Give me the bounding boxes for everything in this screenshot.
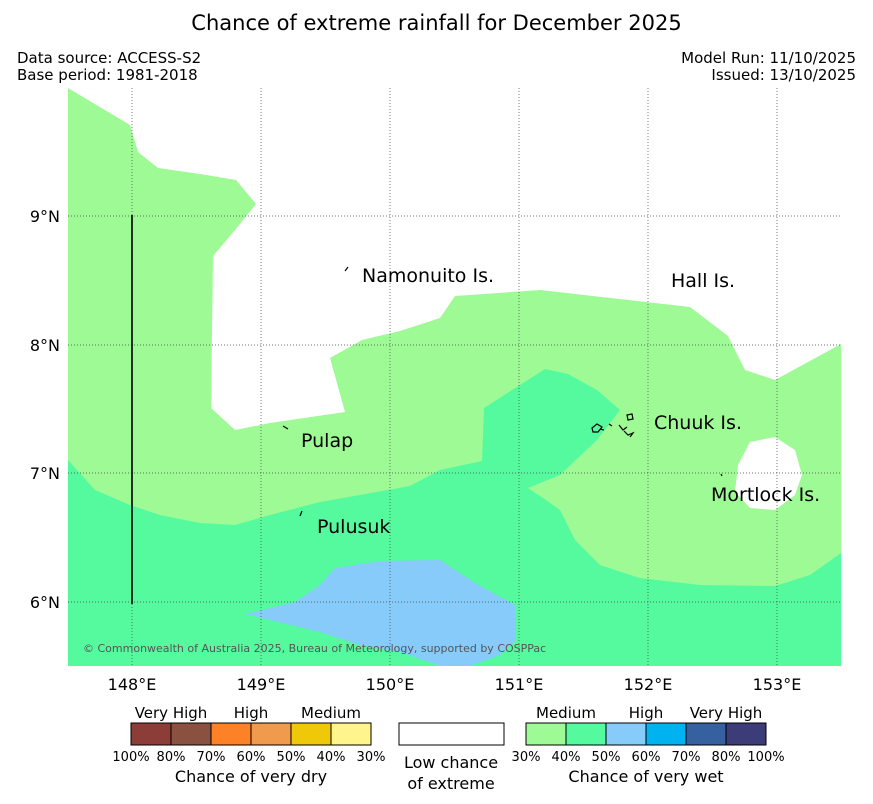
label-chuuk: Chuuk Is. <box>654 412 742 434</box>
dry-pct: 60% <box>237 750 266 765</box>
legend-dry: Very High High Medium 100% 80% 70% 60% 5… <box>112 704 385 786</box>
wet-swatch-3 <box>605 722 647 746</box>
island-chuuk <box>591 413 635 438</box>
lat-tick: 9°N <box>30 207 60 226</box>
island-mortlock <box>720 473 723 477</box>
islands <box>282 266 723 517</box>
meta-left: Data source: ACCESS-S2 Base period: 1981… <box>17 50 201 84</box>
wet-pct: 70% <box>672 750 701 765</box>
dry-category-high: High <box>234 704 268 722</box>
wet-swatch-1 <box>525 722 567 746</box>
legend-wet: Medium High Very High 30% 40% 50% 60% 70… <box>512 704 785 786</box>
wet-pct: 80% <box>712 750 741 765</box>
label-pulap: Pulap <box>301 430 353 452</box>
wet-pct: 30% <box>512 750 541 765</box>
wet-swatch-4 <box>645 722 687 746</box>
wet-pct: 50% <box>592 750 621 765</box>
wet-caption: Chance of very wet <box>568 767 723 786</box>
place-labels: Namonuito Is. Hall Is. Pulap Chuuk Is. M… <box>301 265 820 538</box>
dry-swatch-5 <box>290 722 332 746</box>
wet-pct: 100% <box>747 750 784 765</box>
dry-swatch-3 <box>210 722 252 746</box>
region-wet-50-60 <box>245 560 516 666</box>
wet-pct: 60% <box>632 750 661 765</box>
dry-pct: 70% <box>197 750 226 765</box>
map-plot-area <box>68 88 841 666</box>
lon-tick: 150°E <box>366 675 415 694</box>
lat-tick: 6°N <box>30 593 60 612</box>
map-title: Chance of extreme rainfall for December … <box>191 11 682 35</box>
lon-tick: 148°E <box>108 675 157 694</box>
longitude-ticks: 148°E 149°E 150°E 151°E 152°E 153°E <box>108 675 802 694</box>
wet-pct: 40% <box>552 750 581 765</box>
dry-pct: 30% <box>357 750 386 765</box>
lon-tick: 153°E <box>753 675 802 694</box>
dry-swatch-4 <box>250 722 292 746</box>
dry-pct: 100% <box>112 750 149 765</box>
latitude-ticks: 9°N 8°N 7°N 6°N <box>30 207 60 612</box>
issued-date: Issued: 13/10/2025 <box>711 66 856 84</box>
label-mortlock: Mortlock Is. <box>711 484 820 506</box>
lon-tick: 149°E <box>237 675 286 694</box>
dry-swatch-6 <box>330 722 372 746</box>
lat-tick: 7°N <box>30 464 60 483</box>
label-namonuito: Namonuito Is. <box>362 265 494 287</box>
dry-pct: 50% <box>277 750 306 765</box>
data-source: Data source: ACCESS-S2 <box>17 49 202 67</box>
dry-caption: Chance of very dry <box>175 767 327 786</box>
lat-tick: 8°N <box>30 336 60 355</box>
region-low-chance-mortlock <box>735 437 802 510</box>
wet-swatch-6 <box>725 722 767 746</box>
model-run: Model Run: 11/10/2025 <box>681 49 856 67</box>
wet-category-medium: Medium <box>536 704 596 722</box>
region-wet-40-50 <box>68 369 841 666</box>
wet-category-very-high: Very High <box>690 704 763 722</box>
neutral-line-1: Low chance <box>404 753 498 772</box>
dry-swatch-2 <box>170 722 212 746</box>
base-period: Base period: 1981-2018 <box>17 66 198 84</box>
dry-pct: 40% <box>317 750 346 765</box>
dry-category-very-high: Very High <box>135 704 208 722</box>
dry-pct: 80% <box>157 750 186 765</box>
neutral-swatch <box>398 722 505 746</box>
neutral-line-2: of extreme <box>407 774 494 793</box>
island-pulusuk <box>299 510 303 517</box>
island-pulap <box>282 425 289 430</box>
copyright-text: © Commonwealth of Australia 2025, Bureau… <box>83 642 546 655</box>
label-hall: Hall Is. <box>671 270 735 292</box>
dry-swatch-1 <box>130 722 172 746</box>
lon-tick: 151°E <box>495 675 544 694</box>
meta-right: Model Run: 11/10/2025 Issued: 13/10/2025 <box>681 50 856 84</box>
label-pulusuk: Pulusuk <box>317 516 390 538</box>
wet-swatch-2 <box>565 722 607 746</box>
dry-category-medium: Medium <box>301 704 361 722</box>
wet-swatch-5 <box>685 722 727 746</box>
wet-category-high: High <box>629 704 663 722</box>
lon-tick: 152°E <box>624 675 673 694</box>
island-namonuito <box>344 266 349 272</box>
legend-neutral: Low chance of extreme <box>398 722 505 793</box>
